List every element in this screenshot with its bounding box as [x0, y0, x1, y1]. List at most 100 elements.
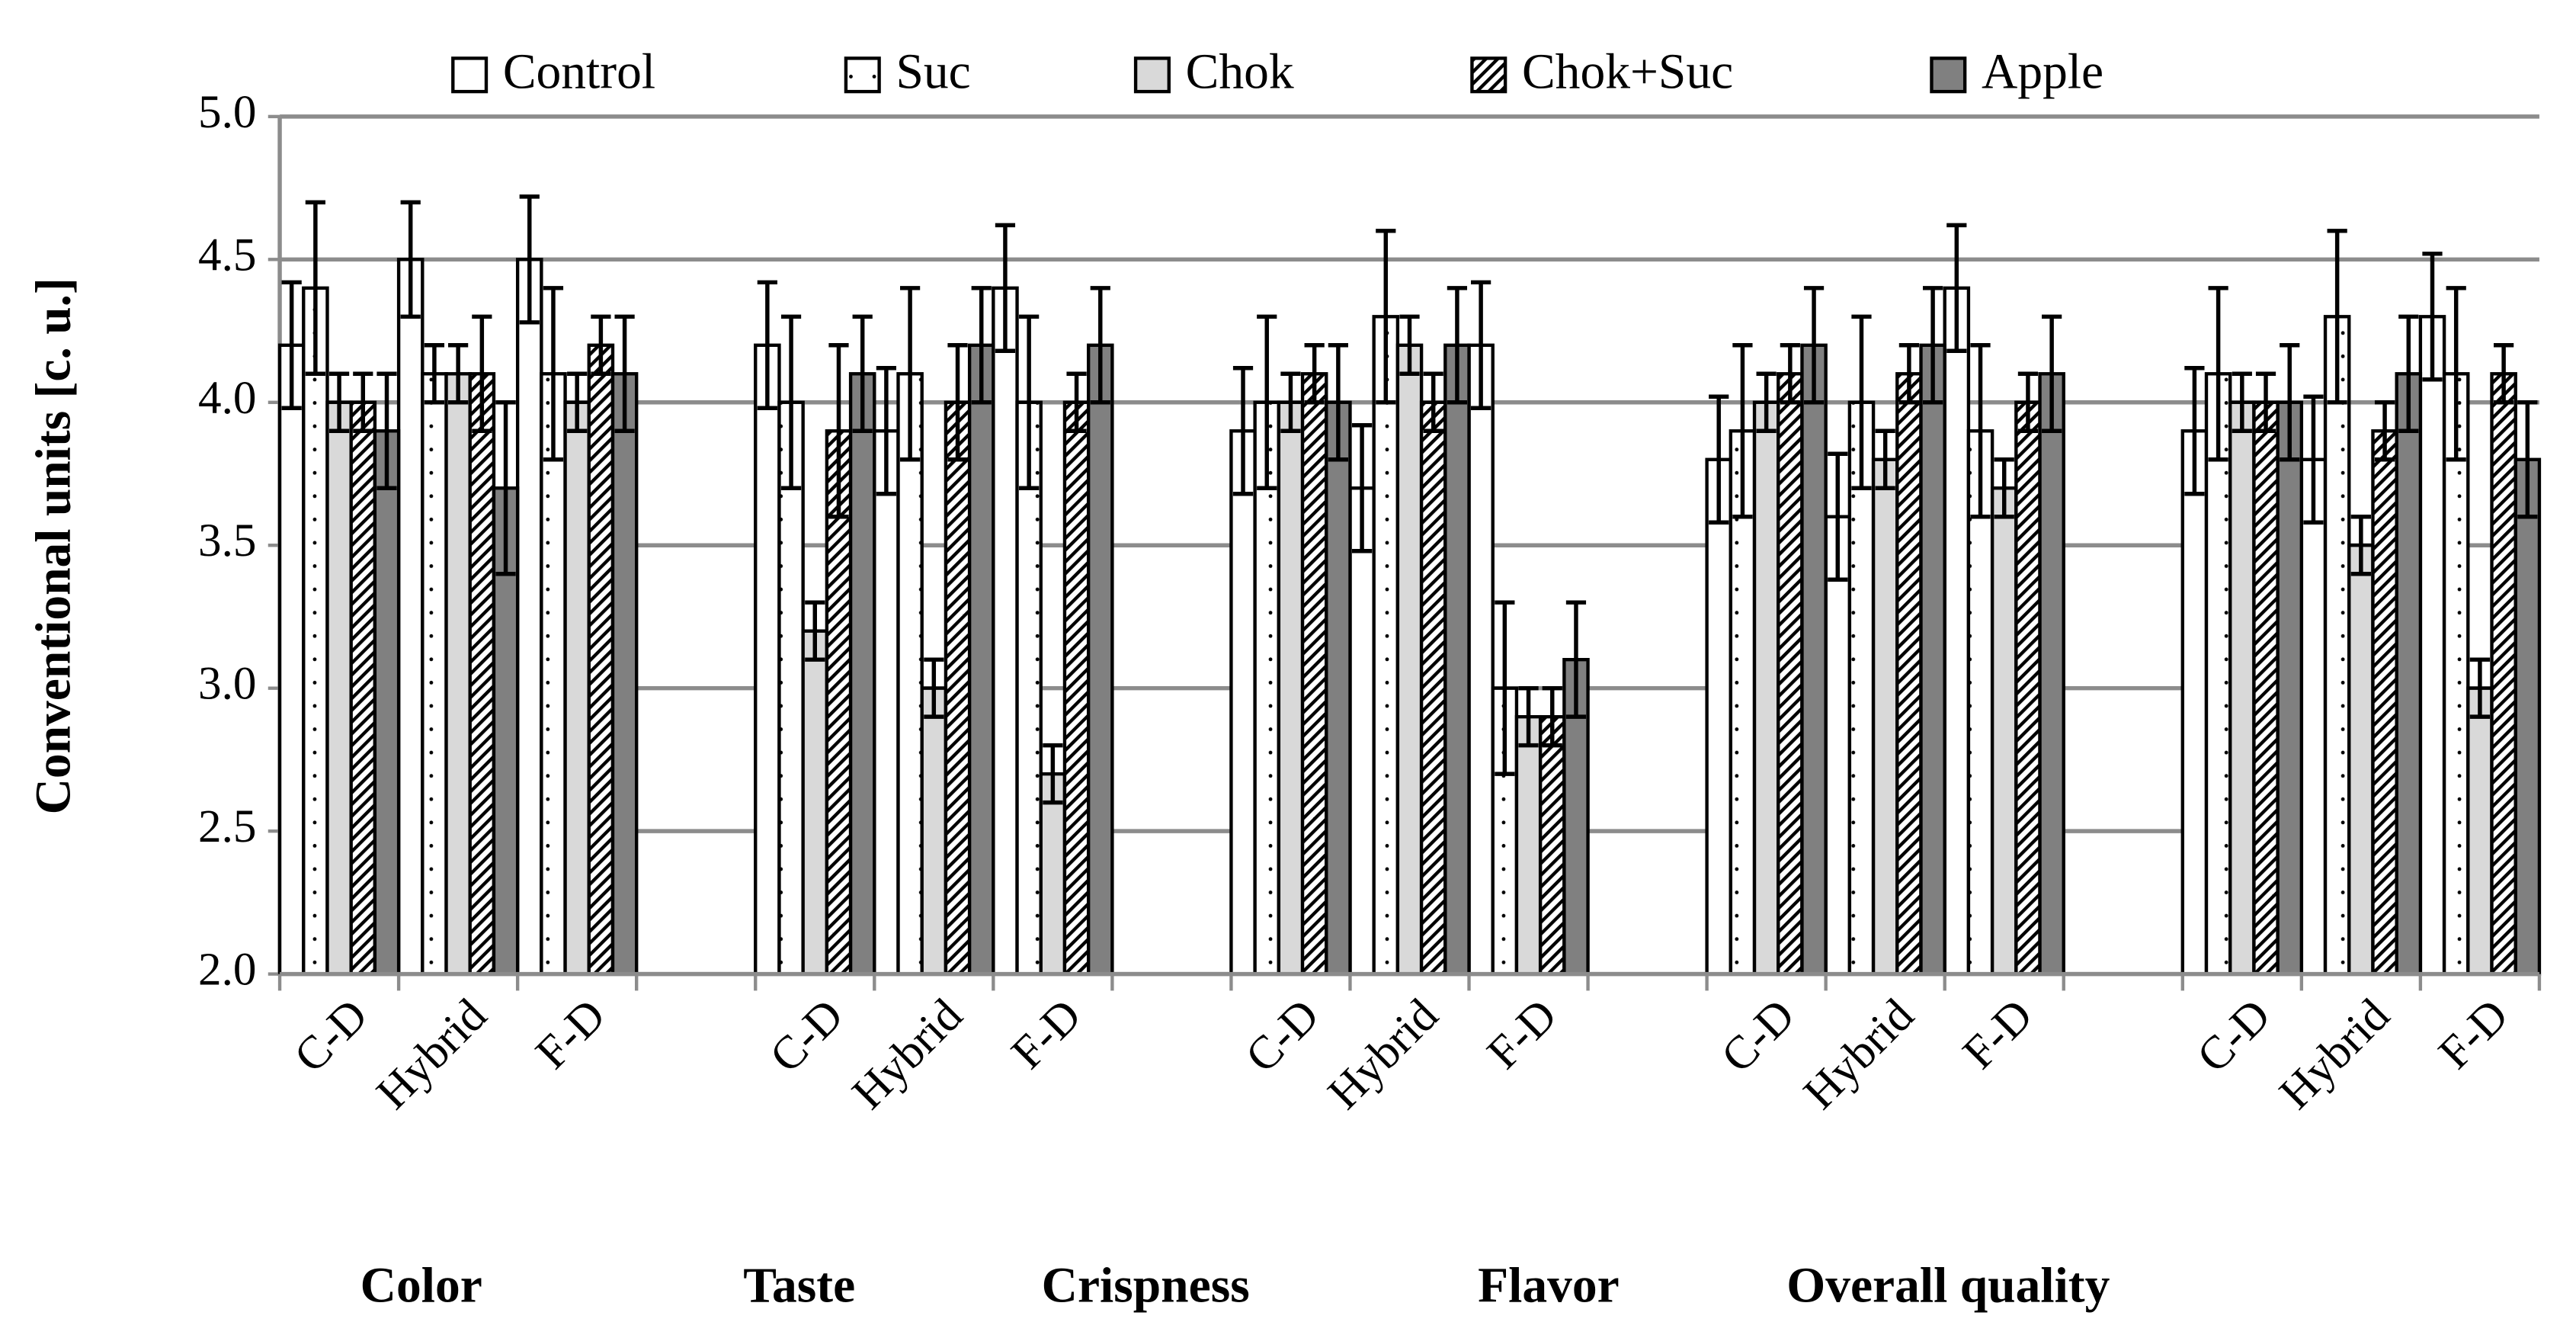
x-tick-label: Hybrid [1318, 989, 1448, 1119]
error-bar [876, 366, 897, 496]
x-tick-label: C-D [2187, 989, 2281, 1083]
bar [1300, 372, 1328, 976]
error-bar [1970, 343, 1991, 519]
bar [2490, 372, 2517, 976]
error-bar [2303, 394, 2324, 525]
bar [587, 343, 615, 976]
legend-label: Chok+Suc [1522, 44, 1733, 99]
x-tick-label: Hybrid [367, 989, 497, 1119]
error-bar [1732, 343, 1753, 519]
legend-label: Chok [1186, 44, 1294, 99]
bar [1705, 457, 1733, 976]
error-bar [281, 280, 302, 410]
bar [1348, 486, 1376, 976]
bar [2418, 315, 2446, 976]
error-bar [2350, 514, 2371, 576]
x-tick-label: Hybrid [842, 989, 972, 1119]
bar [1800, 343, 1828, 976]
group-label: Overall quality [1786, 1259, 2110, 1314]
error-bar [780, 314, 802, 490]
error-bar [1257, 314, 1277, 490]
bar [1871, 457, 1899, 976]
bar [2323, 315, 2351, 976]
error-bar [2208, 286, 2228, 462]
bar [920, 686, 948, 976]
bar [873, 429, 900, 976]
error-bar [2017, 371, 2039, 433]
error-bar [1043, 743, 1063, 805]
legend-label: Control [503, 44, 655, 99]
error-bar [805, 600, 825, 662]
bar [468, 372, 496, 976]
bar [421, 372, 448, 976]
bar [1395, 343, 1424, 976]
error-bar [2494, 343, 2514, 405]
error-bar [1780, 343, 1800, 405]
y-tick-label: 2.0 [198, 944, 256, 996]
bar [1919, 343, 1946, 976]
error-bar [543, 286, 564, 462]
bar [1086, 343, 1114, 976]
error-bar [400, 200, 421, 319]
bar [1777, 372, 1804, 976]
bar [1062, 400, 1091, 976]
error-bar [1232, 366, 1254, 496]
bar [610, 372, 639, 976]
legend-label: Apple [1982, 44, 2103, 99]
bar [896, 372, 924, 976]
bar [396, 258, 425, 976]
bar [1824, 515, 1852, 976]
legend-swatch [1930, 56, 1967, 94]
bar [2371, 429, 2398, 976]
y-tick-label: 3.0 [198, 658, 256, 710]
error-bar [1399, 314, 1420, 377]
error-bar [2422, 252, 2443, 382]
bar [349, 400, 377, 976]
x-tick-label: C-D [1235, 989, 1329, 1083]
bar [2466, 686, 2494, 976]
error-bar [1709, 394, 1729, 525]
error-bar [1019, 314, 1040, 490]
y-tick-label: 5.0 [198, 86, 256, 138]
error-bar [2374, 400, 2395, 462]
error-bar [1542, 685, 1562, 748]
bar [2395, 372, 2423, 976]
bar [2204, 372, 2232, 976]
group-label: Taste [743, 1259, 855, 1314]
error-bar [305, 200, 325, 377]
bar [2299, 457, 2328, 976]
bar [444, 372, 472, 976]
bar [2442, 372, 2470, 976]
bar [2038, 372, 2065, 976]
error-bar [2327, 229, 2347, 405]
bar [1514, 714, 1543, 976]
error-bar [828, 343, 849, 519]
error-bar [1851, 314, 1872, 490]
error-bar [2446, 286, 2466, 462]
error-bar [1898, 343, 1920, 405]
bar [1277, 400, 1305, 976]
bar [277, 343, 306, 976]
error-bar [1351, 423, 1373, 554]
y-tick-label: 4.5 [198, 229, 256, 281]
bar [967, 343, 995, 976]
x-tick-label: F-D [526, 989, 616, 1079]
error-bar [1376, 229, 1396, 405]
error-bar [1803, 286, 1825, 405]
error-bar [1447, 286, 1468, 405]
x-tick-label: F-D [2429, 989, 2519, 1079]
x-tick-label: Hybrid [1793, 989, 1924, 1119]
bar [2014, 400, 2042, 976]
bar [2180, 429, 2209, 976]
x-tick-label: F-D [1477, 989, 1567, 1079]
bar [944, 400, 972, 976]
legend-swatch [451, 56, 489, 94]
bar [325, 400, 353, 976]
error-bar [448, 343, 469, 405]
error-bar [472, 314, 492, 433]
y-axis-label: Conventional units [c. u.] [26, 278, 81, 814]
error-bar [2184, 366, 2205, 496]
legend-swatch [1470, 56, 1507, 94]
error-bar [971, 286, 992, 405]
